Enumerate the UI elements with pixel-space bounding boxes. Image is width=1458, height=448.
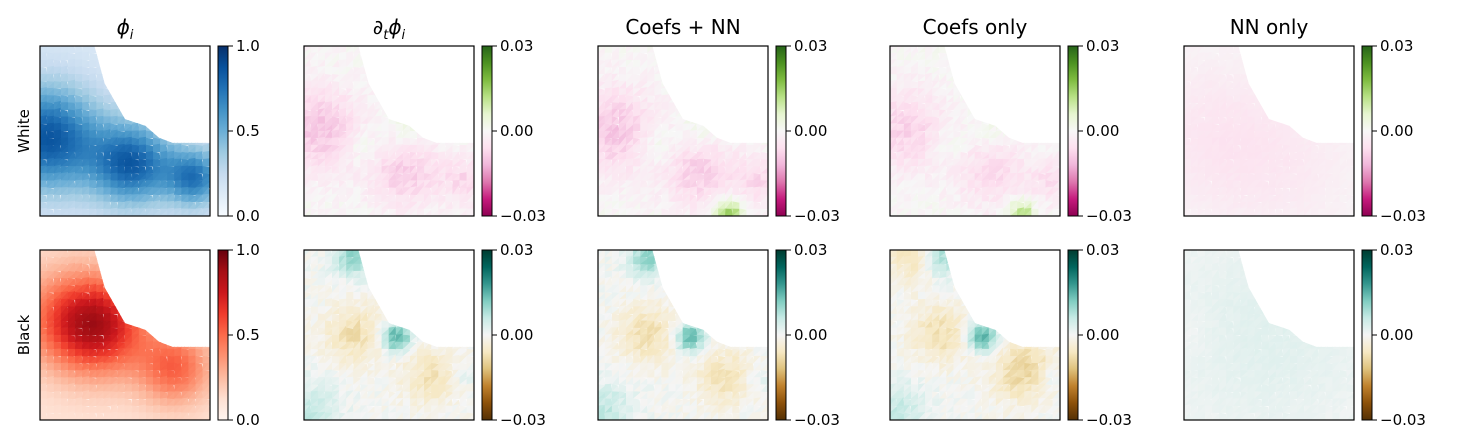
colorbar-tick-label: 0.03 (1380, 241, 1413, 259)
heatmap-panel-white-2 (597, 45, 769, 217)
colorbar-tick-label: 0.03 (500, 37, 533, 55)
axes-frame (1183, 45, 1355, 217)
colorbar-black-0: 1.0 0.5 0.0 (217, 241, 260, 429)
column-title-4: NN only (1230, 15, 1309, 39)
heatmap-panel-black-2 (597, 249, 769, 421)
heatmap-panel-black-0 (39, 249, 211, 421)
axes-frame (889, 45, 1061, 217)
column-title-2: Coefs + NN (625, 15, 740, 39)
axes-frame (39, 45, 211, 217)
column-title-3: Coefs only (923, 15, 1028, 39)
axes-frame (303, 45, 475, 217)
colorbar-tick-label: 0.03 (1086, 241, 1119, 259)
axes-frame (303, 249, 475, 421)
column-title-1: ∂tϕi (373, 15, 406, 43)
colorbar-black-4: 0.03 0.00 −0.03 (1361, 241, 1426, 429)
colorbar-tick-label: 0.00 (1086, 326, 1119, 344)
colorbar-white-2: 0.03 0.00 −0.03 (775, 37, 840, 225)
colorbar-tick-label: −0.03 (794, 207, 840, 225)
heatmap-panel-black-3 (889, 249, 1061, 421)
colorbar-white-1: 0.03 0.00 −0.03 (481, 37, 546, 225)
colorbar-tick-label: −0.03 (500, 207, 546, 225)
colorbar-tick-label: 0.00 (1380, 326, 1413, 344)
colorbar-tick-label: 0.0 (236, 207, 260, 225)
colorbar-black-2: 0.03 0.00 −0.03 (775, 241, 840, 429)
row-label-white: White (15, 109, 33, 153)
heatmap-panel-white-4 (1183, 45, 1355, 217)
axes-frame (1183, 249, 1355, 421)
colorbar-tick-label: 0.03 (794, 37, 827, 55)
colorbar-tick-label: −0.03 (500, 411, 546, 429)
colorbar-tick-label: 0.5 (236, 326, 260, 344)
colorbar-tick-label: −0.03 (794, 411, 840, 429)
axes-frame (597, 249, 769, 421)
colorbar-tick-label: 1.0 (236, 241, 260, 259)
axes-frame (597, 45, 769, 217)
axes-frame (889, 249, 1061, 421)
colorbar-tick-label: −0.03 (1380, 411, 1426, 429)
colorbar-white-3: 0.03 0.00 −0.03 (1067, 37, 1132, 225)
colorbar-tick-label: 0.00 (1086, 122, 1119, 140)
colorbar-tick-label: 0.03 (794, 241, 827, 259)
colorbar-tick-label: 0.00 (500, 326, 533, 344)
colorbar-tick-label: 0.00 (500, 122, 533, 140)
colorbar-tick-label: 0.03 (1086, 37, 1119, 55)
colorbar-black-3: 0.03 0.00 −0.03 (1067, 241, 1132, 429)
colorbar-tick-label: 0.00 (1380, 122, 1413, 140)
row-label-black: Black (15, 314, 33, 355)
colorbar-white-0: 1.0 0.5 0.0 (217, 37, 260, 225)
heatmap-panel-white-1 (303, 45, 475, 217)
colorbar-tick-label: 1.0 (236, 37, 260, 55)
colorbar-tick-label: −0.03 (1086, 207, 1132, 225)
heatmap-panel-white-3 (889, 45, 1061, 217)
axes-frame (39, 249, 211, 421)
heatmap-panel-white-0 (39, 45, 211, 217)
column-title-0: ϕi (117, 15, 134, 43)
colorbar-tick-label: 0.0 (236, 411, 260, 429)
heatmap-panel-black-1 (303, 249, 475, 421)
colorbar-tick-label: 0.00 (794, 122, 827, 140)
colorbar-white-4: 0.03 0.00 −0.03 (1361, 37, 1426, 225)
colorbar-tick-label: 0.5 (236, 122, 260, 140)
colorbar-black-1: 0.03 0.00 −0.03 (481, 241, 546, 429)
colorbar-tick-label: −0.03 (1380, 207, 1426, 225)
colorbar-tick-label: 0.03 (1380, 37, 1413, 55)
heatmap-panel-black-4 (1183, 249, 1355, 421)
colorbar-tick-label: 0.00 (794, 326, 827, 344)
colorbar-tick-label: −0.03 (1086, 411, 1132, 429)
colorbar-tick-label: 0.03 (500, 241, 533, 259)
